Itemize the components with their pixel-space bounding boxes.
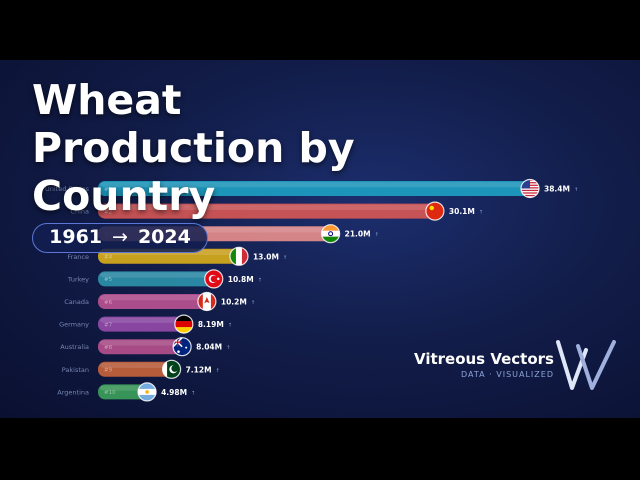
flag-ring [321, 224, 341, 244]
value-label: 4.98M [161, 388, 187, 397]
country-label: Canada [64, 298, 89, 306]
flag-ring [229, 246, 249, 266]
trend-mark: ↑ [375, 232, 379, 238]
flag-ring [425, 201, 445, 221]
country-label: France [67, 253, 89, 261]
country-label: Turkey [67, 275, 89, 283]
bar [98, 203, 443, 219]
bar [98, 294, 215, 309]
canada-flag-icon [197, 292, 216, 311]
value-label: 10.2M [221, 298, 247, 307]
bar-highlight [100, 182, 536, 188]
brand-name: Vitreous Vectors [413, 350, 554, 368]
country-label: China [70, 208, 89, 216]
bar [98, 271, 222, 287]
value-label: 13.0M [253, 252, 279, 261]
rank-label: #9 [104, 368, 113, 374]
year-end: 2024 [137, 226, 191, 248]
country-label: Australia [60, 343, 89, 351]
turkey-flag-icon [204, 269, 223, 288]
trend-mark: ↑ [258, 277, 262, 283]
country-label: Pakistan [62, 366, 89, 374]
rank-label: #2 [104, 209, 112, 215]
trend-mark: ↑ [216, 368, 220, 374]
bar [98, 316, 192, 332]
rank-label: #5 [104, 277, 113, 283]
bar-highlight [100, 317, 190, 323]
country-label: Germany [59, 321, 89, 329]
bar [98, 361, 180, 377]
flag-ring [197, 291, 217, 312]
flag-ring [161, 359, 182, 379]
country-label: United States [45, 185, 90, 193]
brand-block: Vitreous Vectors DATA · VISUALIZED [404, 350, 554, 379]
rank-label: #8 [104, 345, 113, 351]
trend-mark: ↑ [479, 210, 483, 216]
value-label: 10.8M [228, 275, 254, 284]
rank-label: #4 [104, 255, 113, 261]
flag-ring [204, 269, 224, 289]
bar [98, 181, 538, 196]
value-label: 21.0M [345, 230, 371, 239]
germany-flag-icon [174, 315, 193, 334]
bar-highlight [100, 362, 178, 369]
bar-highlight [100, 340, 189, 346]
pakistan-flag-icon [162, 360, 181, 379]
rank-label: #10 [104, 390, 116, 396]
bar-highlight [100, 204, 441, 210]
chart-title: Wheat Production by Country [32, 76, 355, 220]
arrow-right-icon: → [112, 226, 128, 248]
flag-ring [137, 382, 157, 402]
rank-label: #6 [104, 300, 113, 306]
india-flag-icon [321, 224, 340, 243]
chart-stage: United States#138.4M↑China#230.1M↑India#… [0, 60, 640, 418]
value-label: 38.4M [544, 185, 570, 194]
value-label: 8.19M [198, 320, 224, 329]
trend-mark: ↑ [283, 255, 287, 261]
value-label: 7.12M [186, 365, 212, 374]
flag-ring [520, 178, 540, 199]
trend-mark: ↑ [251, 300, 255, 306]
trend-mark: ↑ [191, 390, 195, 396]
trend-mark: ↑ [574, 187, 578, 193]
country-label: Argentina [57, 388, 89, 396]
year-range-badge: 1961 → 2024 [32, 223, 208, 253]
rank-label: #1 [104, 187, 112, 193]
bar-highlight [100, 295, 213, 301]
china-flag-icon [425, 202, 444, 221]
brand-tagline: DATA · VISUALIZED [461, 370, 554, 379]
rank-label: #7 [104, 322, 113, 328]
australia-flag-icon [173, 337, 192, 356]
france-flag-icon [229, 247, 248, 266]
value-label: 30.1M [449, 207, 475, 216]
trend-mark: ↑ [228, 323, 232, 329]
us-flag-icon [521, 179, 539, 198]
value-label: 8.04M [196, 343, 222, 352]
year-start: 1961 [49, 226, 103, 248]
bar-highlight [100, 272, 220, 278]
argentina-flag-icon [138, 382, 157, 401]
bar [98, 339, 191, 355]
flag-ring [174, 314, 194, 334]
trend-mark: ↑ [226, 345, 230, 351]
vv-logo-icon [556, 340, 616, 390]
flag-ring [172, 337, 192, 357]
